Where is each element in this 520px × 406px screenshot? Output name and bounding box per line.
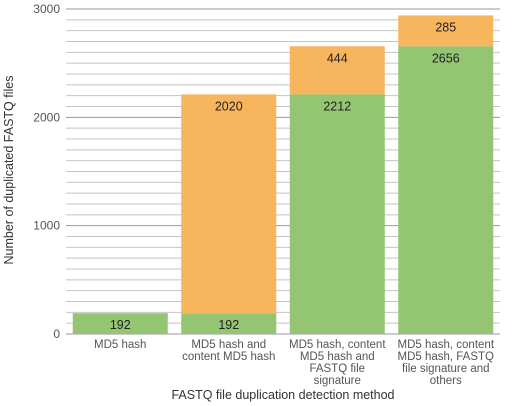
category-labels: MD5 hash MD5 hash and content MD5 hash MD5 … xyxy=(94,339,495,387)
data-label: 192 xyxy=(218,318,239,332)
x-axis-title: FASTQ file duplication detection method xyxy=(171,388,394,402)
data-labels: 192 192 2020 2212 444 2656 285 xyxy=(110,20,460,332)
category-label: MD5 hash, content MD5 hash and FASTQ file s… xyxy=(289,339,386,387)
y-axis-title: Number of duplicated FASTQ files xyxy=(2,76,16,265)
bar-segment xyxy=(398,15,494,47)
y-tick-label: 1000 xyxy=(33,219,60,233)
bar-segment xyxy=(289,94,385,334)
data-label: 2656 xyxy=(432,51,460,65)
y-tick-label: 2000 xyxy=(33,110,60,124)
bar-segment xyxy=(181,313,277,334)
y-tick-labels: 0 1000 2000 3000 xyxy=(33,2,60,341)
data-label: 285 xyxy=(435,20,456,34)
category-label: MD5 hash and content MD5 hash xyxy=(182,339,275,363)
y-tick-label: 0 xyxy=(53,327,60,341)
bar-segment xyxy=(289,46,385,95)
bars xyxy=(72,15,494,335)
data-label: 444 xyxy=(327,51,348,65)
data-label: 192 xyxy=(110,318,131,332)
category-label: MD5 hash xyxy=(94,339,146,351)
bar-segment xyxy=(398,46,494,335)
bar-segment xyxy=(72,313,168,334)
category-label: MD5 hash, content MD5 hash, FASTQ file sig… xyxy=(397,339,494,387)
data-label: 2212 xyxy=(323,99,351,113)
y-tick-label: 3000 xyxy=(33,2,60,16)
bar-segment xyxy=(181,94,277,314)
data-label: 2020 xyxy=(215,99,243,113)
